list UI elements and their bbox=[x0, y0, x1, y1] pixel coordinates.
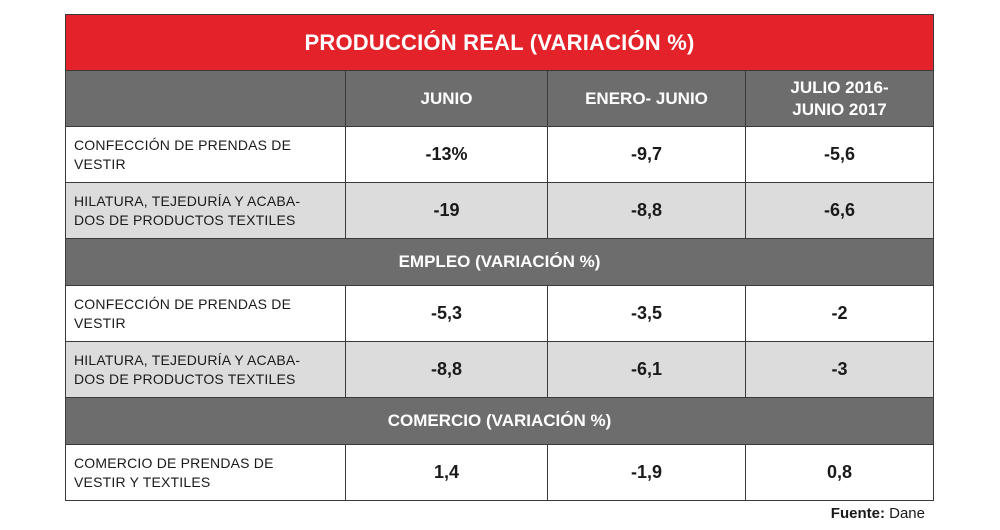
row-label-line1: CONFECCIÓN DE PRENDAS DE VESTIR bbox=[74, 295, 292, 331]
source-value: Dane bbox=[884, 505, 925, 522]
row-label-line1: HILATURA, TEJEDURÍA Y ACABA- bbox=[74, 192, 301, 209]
cell-value: -2 bbox=[745, 285, 934, 342]
row-label: HILATURA, TEJEDURÍA Y ACABA- DOS DE PROD… bbox=[65, 182, 346, 239]
cell-value: 0,8 bbox=[745, 444, 934, 501]
cell-value: -13% bbox=[345, 126, 548, 183]
row-label-line2: VESTIR Y TEXTILES bbox=[74, 473, 211, 490]
row-label: HILATURA, TEJEDURÍA Y ACABA- DOS DE PROD… bbox=[65, 341, 346, 398]
column-header-enero-junio: ENERO- JUNIO bbox=[547, 70, 746, 127]
cell-value: -5,6 bbox=[745, 126, 934, 183]
cell-value: -3,5 bbox=[547, 285, 746, 342]
column-header-junio: JUNIO bbox=[345, 70, 548, 127]
column-header-julio-junio: JULIO 2016- JUNIO 2017 bbox=[745, 70, 934, 127]
data-table-container: PRODUCCIÓN REAL (VARIACIÓN %) JUNIO ENER… bbox=[65, 14, 934, 501]
column-header-julio-line1: JULIO 2016- bbox=[790, 77, 889, 97]
header-blank-cell bbox=[65, 70, 346, 127]
column-header-julio-line2: JUNIO 2017 bbox=[792, 99, 887, 119]
cell-value: -19 bbox=[345, 182, 548, 239]
table-row: CONFECCIÓN DE PRENDAS DE VESTIR -13% -9,… bbox=[65, 126, 934, 183]
cell-value: -8,8 bbox=[345, 341, 548, 398]
column-header-enero-junio-text: ENERO- JUNIO bbox=[585, 88, 708, 108]
source-note: Fuente: Dane bbox=[831, 505, 925, 522]
row-label: CONFECCIÓN DE PRENDAS DE VESTIR bbox=[65, 285, 346, 342]
column-header-junio-text: JUNIO bbox=[420, 88, 473, 108]
cell-value: -5,3 bbox=[345, 285, 548, 342]
cell-value: -6,6 bbox=[745, 182, 934, 239]
cell-value: -6,1 bbox=[547, 341, 746, 398]
row-label-line1: HILATURA, TEJEDURÍA Y ACABA- bbox=[74, 351, 301, 368]
table-row: CONFECCIÓN DE PRENDAS DE VESTIR -5,3 -3,… bbox=[65, 285, 934, 342]
row-label-line2: DOS DE PRODUCTOS TEXTILES bbox=[74, 211, 296, 228]
source-label: Fuente: bbox=[830, 505, 885, 522]
cell-value: -3 bbox=[745, 341, 934, 398]
row-label: CONFECCIÓN DE PRENDAS DE VESTIR bbox=[65, 126, 346, 183]
table-row: HILATURA, TEJEDURÍA Y ACABA- DOS DE PROD… bbox=[65, 182, 934, 239]
table-row: HILATURA, TEJEDURÍA Y ACABA- DOS DE PROD… bbox=[65, 341, 934, 398]
row-label-line1: COMERCIO DE PRENDAS DE bbox=[74, 454, 274, 471]
row-label-line1: CONFECCIÓN DE PRENDAS DE VESTIR bbox=[74, 136, 292, 172]
table-row: COMERCIO DE PRENDAS DE VESTIR Y TEXTILES… bbox=[65, 444, 934, 501]
section-heading-comercio: COMERCIO (VARIACIÓN %) bbox=[65, 397, 934, 445]
row-label: COMERCIO DE PRENDAS DE VESTIR Y TEXTILES bbox=[65, 444, 346, 501]
cell-value: 1,4 bbox=[345, 444, 548, 501]
cell-value: -1,9 bbox=[547, 444, 746, 501]
cell-value: -8,8 bbox=[547, 182, 746, 239]
data-table: PRODUCCIÓN REAL (VARIACIÓN %) JUNIO ENER… bbox=[65, 14, 934, 501]
section-heading-empleo: EMPLEO (VARIACIÓN %) bbox=[65, 238, 934, 286]
cell-value: -9,7 bbox=[547, 126, 746, 183]
table-title: PRODUCCIÓN REAL (VARIACIÓN %) bbox=[65, 14, 934, 71]
row-label-line2: DOS DE PRODUCTOS TEXTILES bbox=[74, 370, 296, 387]
